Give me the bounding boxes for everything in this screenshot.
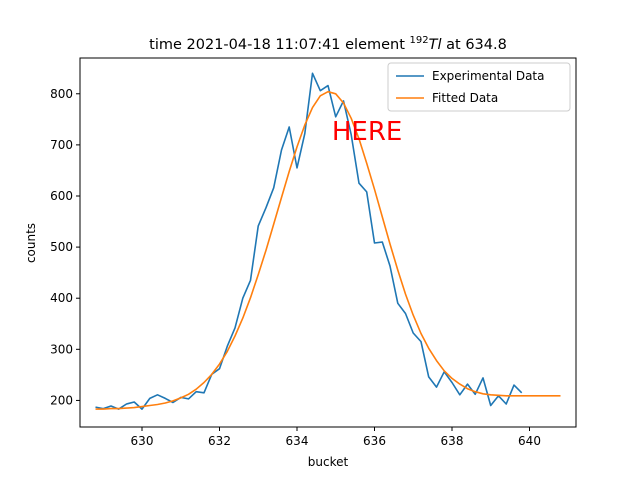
x-tick-label: 632 — [208, 434, 231, 448]
y-axis-label: counts — [24, 223, 38, 263]
y-tick-label: 400 — [50, 291, 73, 305]
plot-frame — [79, 57, 577, 428]
x-tick-label: 630 — [131, 434, 154, 448]
chart-title: time 2021-04-18 11:07:41 element 192Tl a… — [149, 35, 507, 53]
series-line-fitted — [95, 90, 561, 410]
title-element: Tl — [429, 37, 442, 53]
x-axis-label: bucket — [308, 455, 349, 469]
y-tick-label: 500 — [50, 240, 73, 254]
x-tick-label: 636 — [363, 434, 386, 448]
legend-label-experimental: Experimental Data — [432, 69, 545, 83]
legend-label-fitted: Fitted Data — [432, 91, 498, 105]
y-tick-label: 700 — [50, 138, 73, 152]
legend: Experimental Data Fitted Data — [387, 62, 571, 112]
x-tick-label: 638 — [441, 434, 464, 448]
title-superscript: 192 — [410, 35, 429, 46]
series-line-experimental — [95, 72, 523, 410]
annotation-here: HERE — [332, 117, 402, 147]
legend-box — [387, 62, 571, 112]
plot-area — [80, 58, 576, 427]
title-prefix: time 2021-04-18 11:07:41 element — [149, 37, 409, 53]
title-suffix: at 634.8 — [442, 37, 507, 53]
series-layer — [95, 72, 561, 410]
y-tick-label: 800 — [50, 87, 73, 101]
y-ticks: 200 300 400 500 600 700 800 — [50, 87, 80, 407]
x-tick-label: 640 — [518, 434, 541, 448]
y-tick-label: 200 — [50, 393, 73, 407]
y-tick-label: 600 — [50, 189, 73, 203]
x-tick-label: 634 — [286, 434, 309, 448]
x-ticks: 630 632 634 636 638 640 — [131, 427, 541, 448]
y-tick-label: 300 — [50, 342, 73, 356]
